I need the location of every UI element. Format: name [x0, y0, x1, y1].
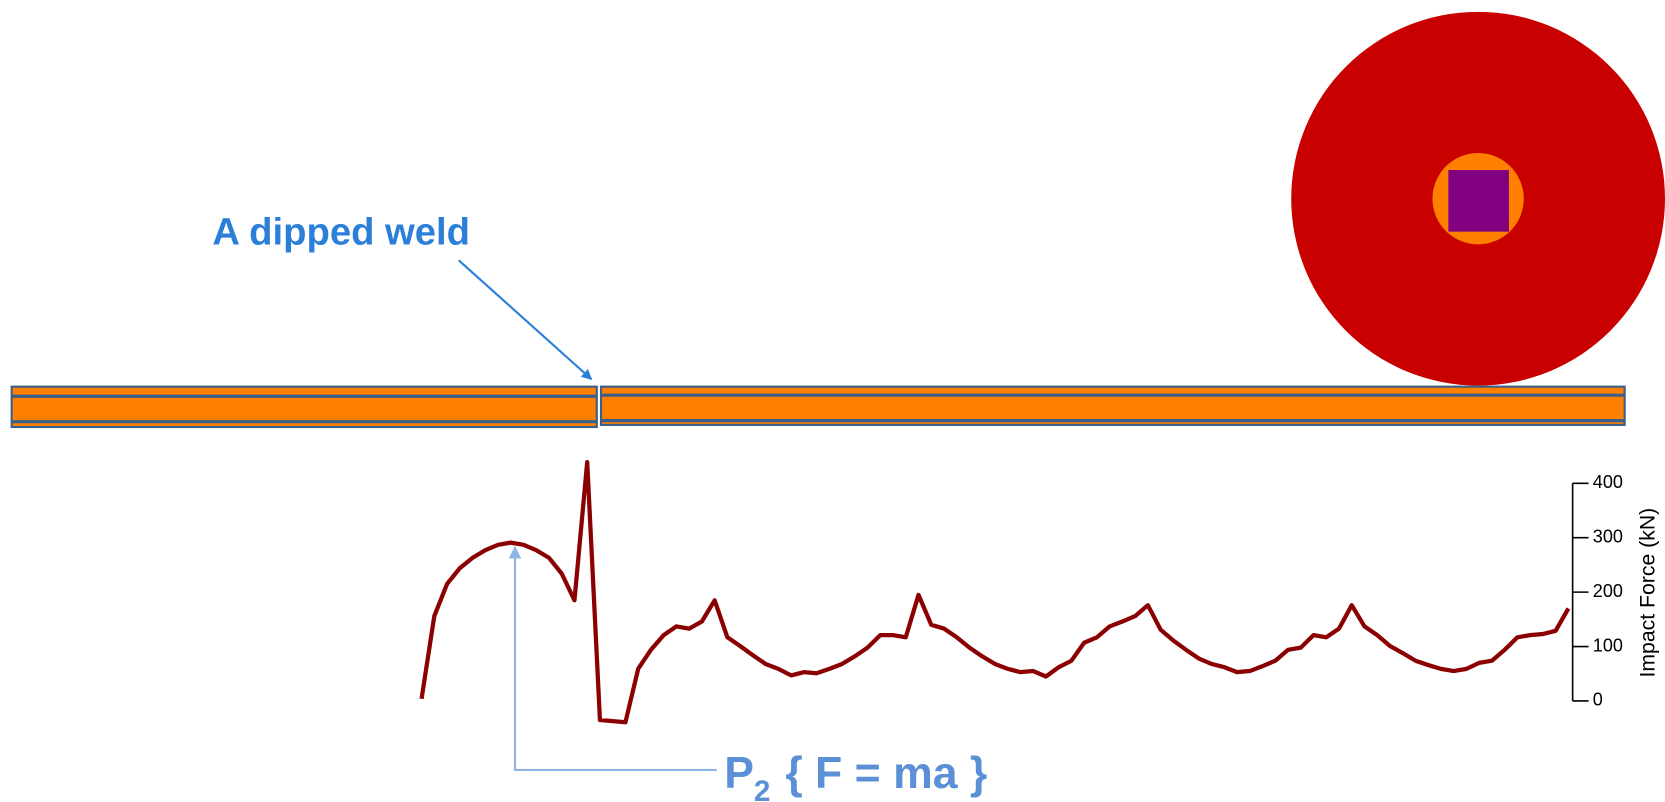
- rail: [10, 385, 1626, 429]
- y-tick-label: 100: [1593, 635, 1623, 655]
- weld-label: A dipped weld: [212, 210, 470, 253]
- y-tick-label: 200: [1593, 581, 1623, 601]
- force-label: P2 { F = ma }: [724, 749, 987, 802]
- y-axis-label: Impact Force (kN): [1636, 508, 1659, 678]
- y-tick-label: 0: [1593, 690, 1603, 710]
- y-tick-label: 400: [1593, 472, 1623, 492]
- force-label-main: P: [724, 749, 754, 798]
- force-arrow: [508, 545, 717, 772]
- force-label-sub: 2: [754, 775, 771, 802]
- weld-arrow: [458, 259, 593, 381]
- force-line: [419, 459, 1571, 725]
- force-label-rest: { F = ma }: [785, 749, 987, 798]
- axle: [1448, 170, 1509, 232]
- y-tick-label: 300: [1593, 526, 1623, 546]
